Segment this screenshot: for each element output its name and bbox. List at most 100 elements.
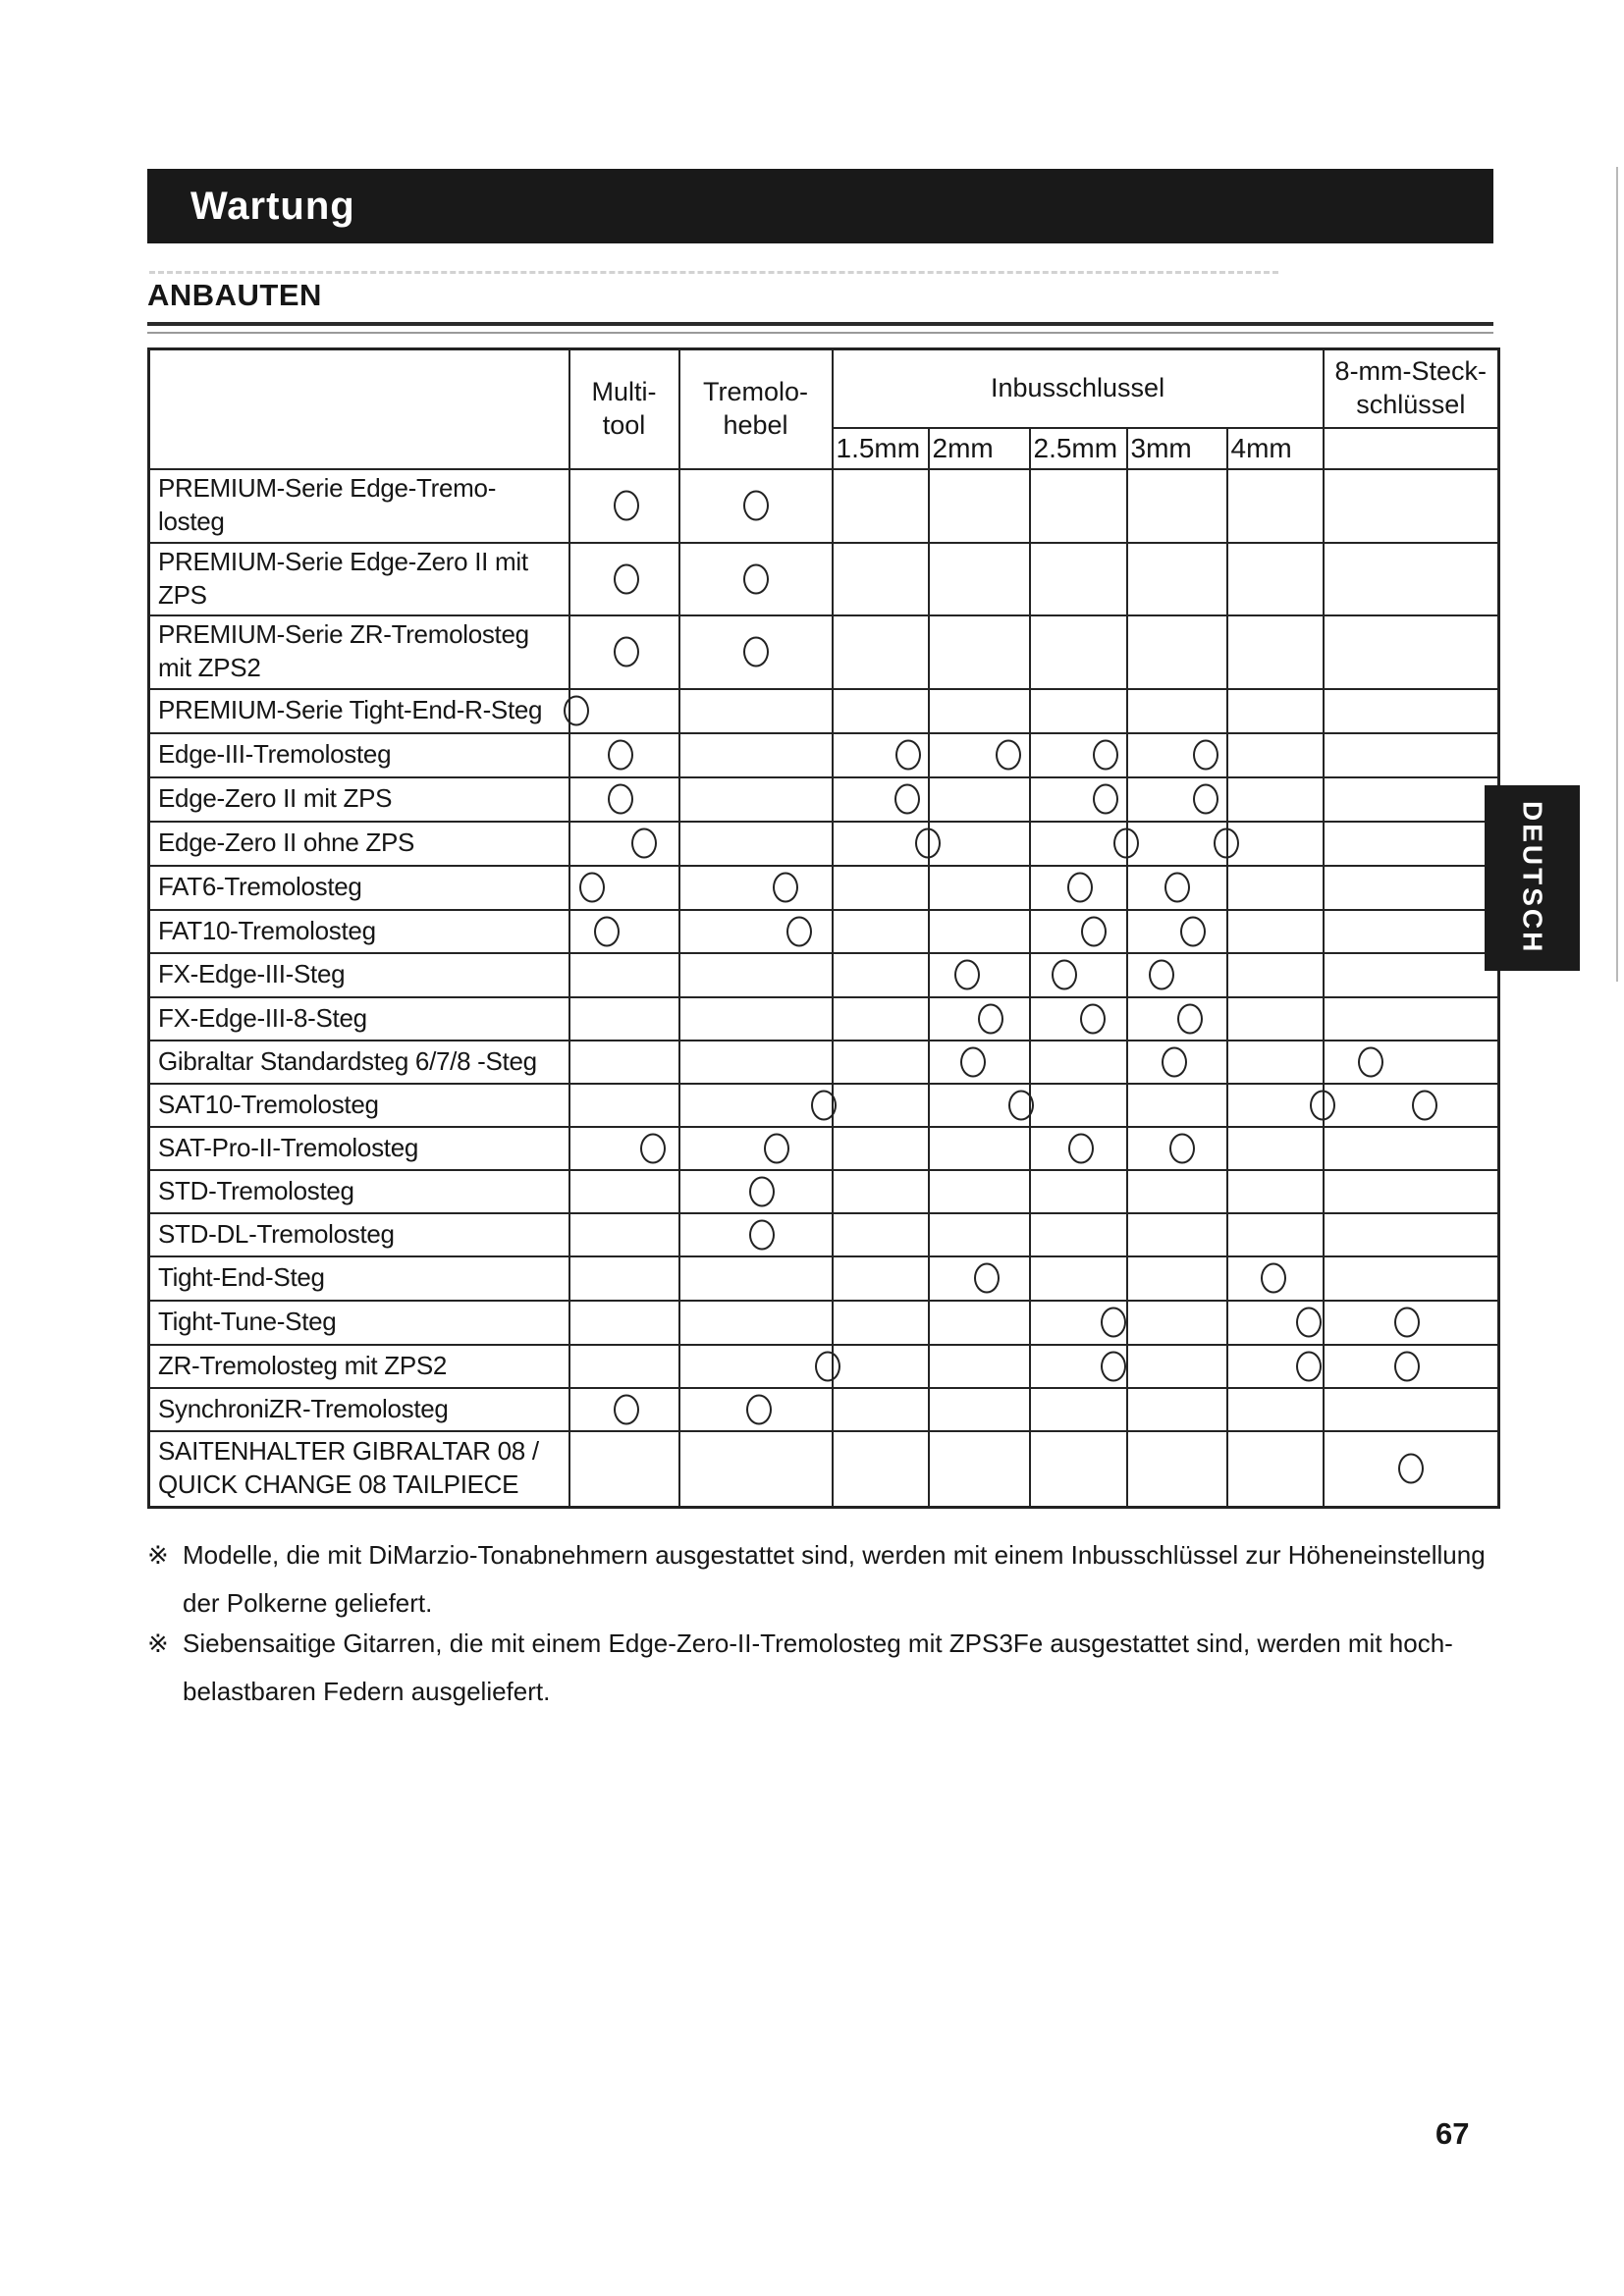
cell-multi xyxy=(568,467,680,544)
page-number: 67 xyxy=(1435,2116,1470,2151)
check-circle xyxy=(742,636,769,667)
cell-mm3 xyxy=(1125,467,1228,544)
cell-trem xyxy=(677,541,834,616)
header-size-3mm: 3mm xyxy=(1125,426,1228,470)
cell-mm4 xyxy=(1225,1039,1325,1085)
cell-mm15 xyxy=(831,864,930,911)
check-circle xyxy=(1411,1090,1437,1120)
cell-mm15 xyxy=(831,1255,930,1302)
bridge-name: FX-Edge-III-Steg xyxy=(147,951,570,998)
cell-mm15 xyxy=(831,1211,930,1257)
bridge-name: PREMIUM-Serie Edge-Tremo-losteg xyxy=(147,467,570,544)
check-circle xyxy=(1052,959,1078,990)
page-title: Wartung xyxy=(190,184,355,228)
cell-mm8 xyxy=(1322,995,1500,1041)
cell-mm15 xyxy=(831,731,930,778)
check-circle xyxy=(996,739,1022,771)
cell-mm8 xyxy=(1322,864,1500,911)
check-circle xyxy=(1008,1090,1035,1120)
check-circle xyxy=(974,1262,1001,1294)
cell-multi xyxy=(568,864,680,911)
check-circle xyxy=(1168,1133,1195,1163)
cell-mm3 xyxy=(1125,1343,1228,1389)
bridge-name-line: PREMIUM-Serie Edge-Zero II mit xyxy=(158,546,528,576)
cell-mm3 xyxy=(1125,951,1228,998)
cell-mm3 xyxy=(1125,995,1228,1041)
cell-mm2 xyxy=(927,467,1031,544)
header-size-1.5mm: 1.5mm xyxy=(831,426,930,470)
cell-mm15 xyxy=(831,1343,930,1389)
check-circle xyxy=(1260,1262,1286,1294)
bridge-name-line: ZPS xyxy=(158,579,207,610)
cell-mm25 xyxy=(1028,951,1128,998)
attachment-tool-table: Multi- tool Tremolo- hebel Inbusschlusse… xyxy=(147,347,1501,1509)
cell-mm2 xyxy=(927,951,1031,998)
cell-multi xyxy=(568,614,680,690)
cell-mm2 xyxy=(927,1343,1031,1389)
cell-mm8 xyxy=(1322,1039,1500,1085)
check-circle xyxy=(815,1351,841,1381)
cell-mm15 xyxy=(831,995,930,1041)
header-row-1: Multi- tool Tremolo- hebel Inbusschlusse… xyxy=(147,347,1500,470)
check-circle xyxy=(1176,1003,1203,1034)
cell-mm3 xyxy=(1125,775,1228,823)
bridge-rows: PREMIUM-Serie Edge-Tremo-losteg PREMIUM-S… xyxy=(147,467,1500,1509)
check-circle xyxy=(1100,1351,1126,1381)
header-allen-wrench-group: Inbusschlussel xyxy=(831,347,1325,429)
cell-mm3 xyxy=(1125,541,1228,616)
check-circle xyxy=(1213,828,1239,859)
cell-trem xyxy=(677,731,834,778)
cell-mm2 xyxy=(927,1168,1031,1214)
check-circle xyxy=(613,1394,639,1424)
cell-multi xyxy=(568,775,680,823)
cell-mm2 xyxy=(927,614,1031,690)
cell-mm8 xyxy=(1322,951,1500,998)
cell-mm2 xyxy=(927,731,1031,778)
cell-mm2 xyxy=(927,1211,1031,1257)
cell-mm15 xyxy=(831,541,930,616)
cell-mm4 xyxy=(1225,864,1325,911)
table-row: STD-Tremolosteg xyxy=(147,1168,1500,1214)
cell-mm2 xyxy=(927,1255,1031,1302)
cell-mm4 xyxy=(1225,1343,1325,1389)
cell-multi xyxy=(568,1168,680,1214)
cell-mm8 xyxy=(1322,687,1500,734)
cell-trem xyxy=(677,820,834,867)
cell-mm25 xyxy=(1028,1125,1128,1171)
footnote: ※ Siebensaitige Gitarren, die mit einem … xyxy=(147,1620,1512,1716)
check-circle xyxy=(613,636,639,667)
table-row: PREMIUM-Serie Edge-Tremo-losteg xyxy=(147,467,1500,544)
cell-trem xyxy=(677,1039,834,1085)
cell-mm25 xyxy=(1028,1386,1128,1432)
bridge-name-line: losteg xyxy=(158,507,225,536)
bridge-name-line: ZR-Tremolosteg mit ZPS2 xyxy=(158,1350,448,1380)
bridge-name: PREMIUM-Serie Edge-Zero II mit ZPS xyxy=(147,541,570,616)
check-circle xyxy=(953,959,980,990)
bridge-name-line: Edge-Zero II ohne ZPS xyxy=(158,828,415,858)
bridge-name-line: Tight-Tune-Steg xyxy=(158,1307,337,1337)
table-row: SAT-Pro-II-Tremolosteg xyxy=(147,1125,1500,1171)
cell-multi xyxy=(568,1429,680,1509)
cell-mm15 xyxy=(831,1125,930,1171)
cell-mm8 xyxy=(1322,908,1500,954)
bridge-name: ZR-Tremolosteg mit ZPS2 xyxy=(147,1343,570,1389)
bridge-name-line: FX-Edge-III-Steg xyxy=(158,959,346,989)
cell-mm3 xyxy=(1125,1039,1228,1085)
check-circle xyxy=(786,916,813,946)
section-underline xyxy=(147,322,1493,334)
cell-mm8 xyxy=(1322,1125,1500,1171)
scan-artifact-line xyxy=(149,271,1278,274)
cell-mm2 xyxy=(927,1082,1035,1128)
cell-mm2 xyxy=(927,541,1031,616)
cell-mm3 xyxy=(1125,1168,1228,1214)
table-row: PREMIUM-Serie Tight-End-R-Steg xyxy=(147,687,1500,734)
bridge-name-line: SAITENHALTER GIBRALTAR 08 / xyxy=(158,1436,539,1467)
cell-trem xyxy=(677,1125,834,1171)
footnote-text: Siebensaitige Gitarren, die mit einem Ed… xyxy=(183,1620,1453,1716)
header-tremolo-line1: Tremolo- xyxy=(702,377,808,406)
cell-trem xyxy=(677,1255,834,1302)
header-multi-line1: Multi- xyxy=(591,377,657,406)
cell-trem xyxy=(677,1429,834,1509)
check-circle xyxy=(810,1090,837,1120)
